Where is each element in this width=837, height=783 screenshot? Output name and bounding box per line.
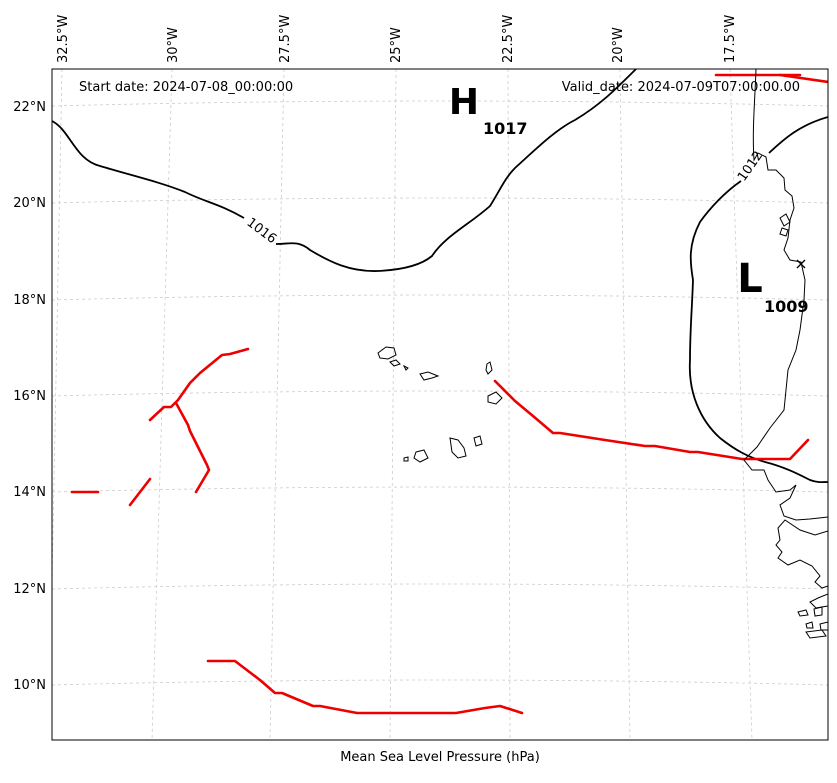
high-letter: H — [449, 82, 479, 123]
trough-line — [778, 73, 828, 84]
map-title: Mean Sea Level Pressure (hPa) — [340, 750, 540, 765]
island-banc-arguin — [779, 227, 789, 237]
lon-label: 32.5°W — [56, 15, 71, 63]
lon-label: 17.5°W — [723, 15, 738, 63]
high-pressure-center: H 1017 — [449, 82, 528, 138]
lat-label: 16°N — [13, 389, 46, 404]
lon-label: 22.5°W — [501, 15, 516, 63]
meridian — [729, 69, 753, 740]
latitude-labels: 22°N 20°N 18°N 16°N 14°N 12°N 10°N — [13, 100, 46, 693]
parallel — [52, 679, 828, 686]
island-santa-luzia — [402, 364, 409, 371]
lat-label: 10°N — [13, 678, 46, 693]
lon-label: 25°W — [389, 27, 404, 63]
low-pressure-center: L 1009 — [737, 256, 808, 316]
trough-line — [174, 401, 211, 494]
longitude-labels: 32.5°W 30°W 27.5°W 25°W 22.5°W 20°W 17.5… — [56, 15, 738, 63]
lat-label: 22°N — [13, 100, 46, 115]
lon-label: 20°W — [611, 27, 626, 63]
trough-line — [148, 347, 250, 422]
isobar-1016 — [52, 69, 637, 272]
parallel — [52, 486, 828, 493]
low-center-marker — [796, 259, 806, 269]
island-boa-vista — [487, 391, 503, 405]
lon-label: 27.5°W — [278, 15, 293, 63]
isobar-label-1012: 1012 — [735, 149, 766, 185]
parallel — [52, 294, 828, 301]
island-sal — [485, 361, 493, 375]
island-bijagos — [819, 621, 828, 631]
africa-coastline — [743, 69, 828, 521]
trough-line — [493, 379, 810, 461]
island-bijagos — [797, 609, 809, 617]
island-bijagos — [813, 606, 823, 617]
start-date: Start date: 2024-07-08_00:00:00 — [79, 80, 293, 95]
trough-line — [206, 659, 524, 715]
lat-label: 12°N — [13, 582, 46, 597]
trough-line — [128, 477, 152, 507]
meridian — [269, 69, 285, 740]
parallel — [52, 197, 828, 204]
island-santo-antao — [377, 346, 397, 360]
meridian — [52, 69, 63, 606]
lat-label: 18°N — [13, 293, 46, 308]
valid-date: Valid_date: 2024-07-09T07:00:00.00 — [562, 80, 800, 95]
parallel — [52, 390, 828, 397]
island-brava — [403, 456, 409, 462]
island-banc-arguin — [779, 213, 791, 227]
high-value: 1017 — [483, 119, 528, 138]
meridian — [389, 69, 397, 740]
island-bijagos — [805, 621, 814, 629]
lat-label: 20°N — [13, 196, 46, 211]
island-sao-vicente — [389, 359, 401, 367]
island-fogo — [413, 449, 429, 463]
parallel — [52, 583, 828, 590]
low-value: 1009 — [764, 297, 809, 316]
lon-label: 30°W — [166, 27, 181, 63]
africa-coastline — [775, 519, 828, 589]
island-bijagos — [805, 629, 827, 639]
africa-coastline — [809, 593, 828, 609]
map-frame — [51, 68, 829, 741]
island-santiago — [449, 437, 467, 459]
meridian — [507, 69, 511, 740]
troughs — [70, 73, 828, 715]
coastlines — [377, 69, 828, 639]
low-letter: L — [737, 256, 763, 302]
isobar-1012 — [688, 116, 828, 484]
meridian — [151, 69, 173, 740]
isobar-label-1016: 1016 — [244, 215, 279, 247]
lat-label: 14°N — [13, 485, 46, 500]
graticule — [52, 69, 828, 740]
parallel — [52, 100, 828, 107]
island-maio — [473, 435, 483, 447]
meridian — [619, 69, 631, 740]
island-sao-nicolau — [419, 371, 440, 381]
